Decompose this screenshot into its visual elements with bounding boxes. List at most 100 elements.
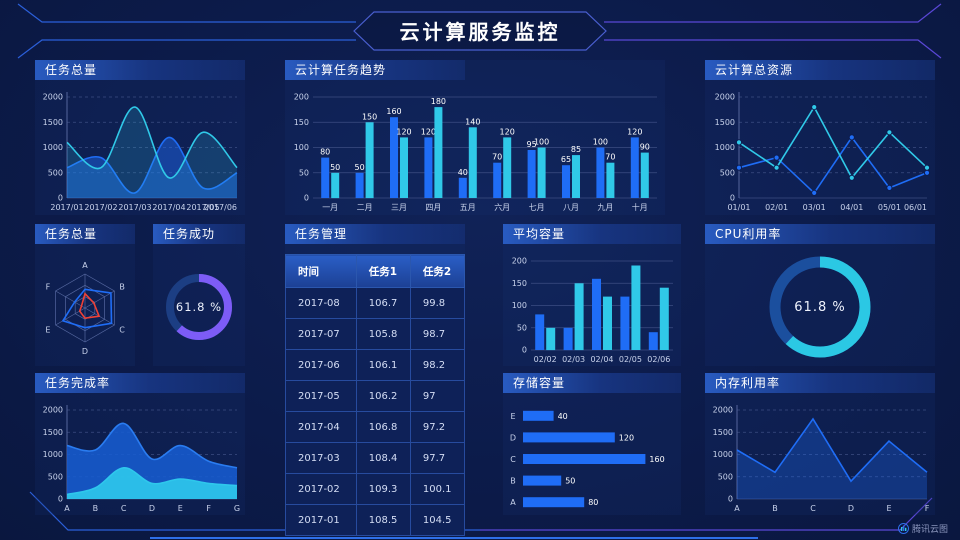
svg-text:500: 500 xyxy=(720,168,735,177)
panel-trend-title: 云计算任务趋势 xyxy=(285,60,465,80)
table-row: 2017-07 105.8 98.7 xyxy=(285,318,466,350)
svg-text:七月: 七月 xyxy=(529,203,545,212)
svg-text:2017/03: 2017/03 xyxy=(118,203,151,212)
svg-text:70: 70 xyxy=(605,153,615,162)
table-row: 2017-08 106.7 99.8 xyxy=(285,287,466,319)
svg-text:500: 500 xyxy=(48,472,63,481)
table-cell: 100.1 xyxy=(409,473,466,505)
svg-text:150: 150 xyxy=(512,279,527,288)
svg-text:B: B xyxy=(510,477,516,486)
svg-text:100: 100 xyxy=(534,138,549,147)
svg-text:F: F xyxy=(206,504,211,513)
svg-text:150: 150 xyxy=(294,118,309,127)
svg-text:2017/06: 2017/06 xyxy=(204,203,237,212)
table-row: 2017-06 106.1 98.2 xyxy=(285,349,466,381)
task-radar-chart[interactable]: A B C D E F xyxy=(35,248,135,366)
svg-text:40: 40 xyxy=(458,168,468,177)
table-cell: 109.3 xyxy=(355,473,411,505)
svg-text:G: G xyxy=(234,504,240,513)
completion-area-chart[interactable]: 0 500 1000 1500 2000 A B C D E F G xyxy=(35,397,245,515)
panel-task-total-title: 任务总量 xyxy=(35,60,245,80)
table-cell: 108.5 xyxy=(355,504,411,536)
svg-text:100: 100 xyxy=(512,301,527,310)
panel-task-table: 任务管理 时间 任务1 任务2 2017-08 106.7 99.8 2017-07 105… xyxy=(285,224,466,536)
svg-text:D: D xyxy=(848,504,854,513)
table-cell: 97 xyxy=(409,380,466,412)
resources-line-chart[interactable]: 0 500 1000 1500 2000 01/01 02/01 03/01 04/01 05/0… xyxy=(705,84,935,214)
avg-capacity-bar-chart[interactable]: 0 50 100 150 200 02/02 02/03 02/04 02/05 02/06 xyxy=(503,248,681,366)
svg-text:2017/05: 2017/05 xyxy=(186,203,219,212)
panel-storage: 存储容量 E 40 D 120 C 160 B 50 A 80 xyxy=(503,373,681,515)
panel-completion: 任务完成率 0 500 1000 1500 2000 A B C D E F G xyxy=(35,373,245,515)
svg-text:A: A xyxy=(734,504,740,513)
table-cell: 2017-08 xyxy=(285,287,357,319)
table-row: 2017-01 108.5 104.5 xyxy=(285,504,466,536)
svg-text:03/01: 03/01 xyxy=(803,203,826,212)
table-cell: 106.7 xyxy=(355,287,411,319)
task-table: 时间 任务1 任务2 2017-08 106.7 99.8 2017-07 105.8 98.… xyxy=(285,254,466,536)
logo-text: 腾讯云图 xyxy=(911,525,948,535)
panel-avg-title: 平均容量 xyxy=(503,224,681,244)
table-body: 2017-08 106.7 99.8 2017-07 105.8 98.7 2017-06 1… xyxy=(285,287,466,536)
svg-text:05/01: 05/01 xyxy=(878,203,901,212)
tencent-cloud-logo: 腾讯云图 xyxy=(897,522,948,535)
panel-success: 任务成功 61.8 % xyxy=(153,224,245,366)
svg-text:02/05: 02/05 xyxy=(619,355,642,364)
svg-text:70: 70 xyxy=(492,153,502,162)
panel-memory: 内存利用率 0 500 1000 1500 2000 A B C D E F xyxy=(705,373,935,515)
cpu-gauge[interactable] xyxy=(705,248,935,366)
svg-text:B: B xyxy=(93,504,99,513)
svg-text:F: F xyxy=(46,283,51,292)
table-row: 2017-04 106.8 97.2 xyxy=(285,411,466,443)
svg-text:D: D xyxy=(82,347,88,356)
storage-hbar-chart[interactable]: E 40 D 120 C 160 B 50 A 80 xyxy=(503,397,681,515)
svg-text:0: 0 xyxy=(58,495,63,504)
svg-text:120: 120 xyxy=(396,127,411,136)
svg-text:E: E xyxy=(510,412,515,421)
task-success-gauge[interactable] xyxy=(153,248,245,366)
svg-text:80: 80 xyxy=(588,498,598,507)
svg-text:500: 500 xyxy=(718,472,733,481)
svg-text:D: D xyxy=(149,504,155,513)
svg-text:A: A xyxy=(82,261,88,270)
panel-resources: 云计算总资源 0 500 1000 1500 2000 01/01 02/01 03/01 04… xyxy=(705,60,935,215)
svg-text:0: 0 xyxy=(728,495,733,504)
svg-text:三月: 三月 xyxy=(391,203,407,212)
svg-text:0: 0 xyxy=(522,346,527,355)
svg-text:E: E xyxy=(178,504,183,513)
table-cell: 106.1 xyxy=(355,349,411,381)
svg-text:500: 500 xyxy=(48,168,63,177)
svg-text:A: A xyxy=(510,498,516,507)
panel-task-total: 任务总量 0 500 1000 1500 2000 2017/01 2017/02 2017/… xyxy=(35,60,245,215)
svg-text:95: 95 xyxy=(527,140,537,149)
table-cell: 2017-05 xyxy=(285,380,357,412)
panel-radar: 任务总量 A B C D E F xyxy=(35,224,135,366)
table-row: 2017-02 109.3 100.1 xyxy=(285,473,466,505)
table-cell: 105.8 xyxy=(355,318,411,350)
svg-text:九月: 九月 xyxy=(597,203,613,212)
svg-text:1000: 1000 xyxy=(43,143,63,152)
svg-text:50: 50 xyxy=(517,323,527,332)
cloud-logo-icon xyxy=(897,523,909,534)
svg-text:01/01: 01/01 xyxy=(727,203,750,212)
svg-text:160: 160 xyxy=(386,107,401,116)
svg-text:100: 100 xyxy=(593,138,608,147)
memory-line-chart[interactable]: 0 500 1000 1500 2000 A B C D E F xyxy=(705,397,935,515)
svg-text:四月: 四月 xyxy=(425,203,441,212)
svg-text:04/01: 04/01 xyxy=(840,203,863,212)
svg-text:A: A xyxy=(64,504,70,513)
svg-text:F: F xyxy=(925,504,930,513)
svg-text:200: 200 xyxy=(294,93,309,102)
svg-text:120: 120 xyxy=(627,127,642,136)
panel-memory-title: 内存利用率 xyxy=(705,373,935,393)
table-cell: 98.7 xyxy=(409,318,466,350)
svg-text:80: 80 xyxy=(320,148,330,157)
panel-cpu-title: CPU利用率 xyxy=(705,224,935,244)
svg-text:1000: 1000 xyxy=(715,143,735,152)
table-cell: 106.8 xyxy=(355,411,411,443)
svg-text:0: 0 xyxy=(58,194,63,203)
table-row: 2017-03 108.4 97.7 xyxy=(285,442,466,474)
